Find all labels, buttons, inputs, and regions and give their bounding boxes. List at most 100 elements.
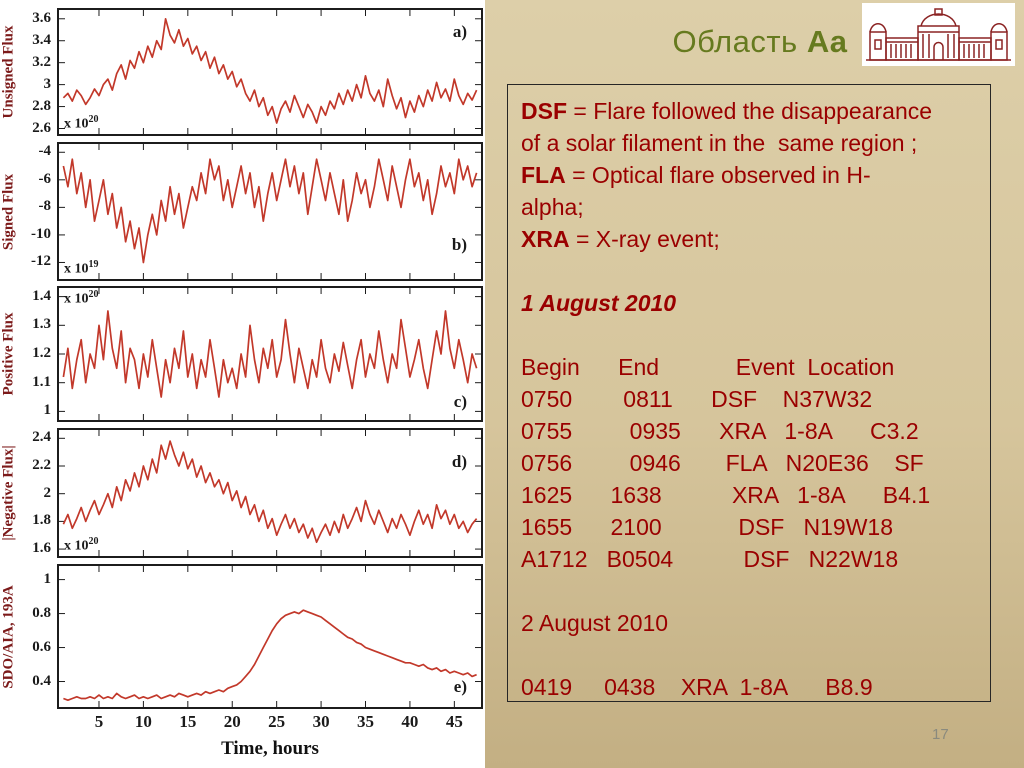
y-axis-ticks: -4 -6 -8 -10 -12 (14, 142, 54, 281)
x-tick-label: 30 (312, 712, 330, 731)
chart-panel-negative-flux: |Negative Flux| 2.4 2.2 2 1.8 1.6 x 1020 d) (0, 428, 485, 558)
line-chart-svg (59, 566, 481, 707)
y-tick-label: 3 (43, 75, 52, 92)
chart-panel-unsigned-flux: Unsigned Flux 3.6 3.4 3.2 3 2.8 2.6 x 1020 a) (0, 8, 485, 136)
observatory-building-drawing (866, 8, 1011, 61)
event-row: 1625 1638 XRA 1-8A B4.1 (521, 482, 931, 508)
multiplier-base: x 10 (64, 117, 89, 132)
multiplier-exponent: 20 (88, 536, 99, 548)
section-heading-2-august: 2 August 2010 (521, 610, 669, 636)
x-tick-label: 10 (134, 712, 152, 731)
event-row: 0755 0935 XRA 1-8A C3.2 (521, 418, 919, 444)
y-tick-label: 1 (43, 570, 52, 587)
y-tick-label: 0.4 (32, 672, 51, 689)
y-axis-ticks: 1 0.8 0.6 0.4 (14, 564, 54, 709)
definition-text: = Optical flare observed in H- (565, 162, 871, 188)
multiplier-base: x 10 (64, 262, 89, 277)
x-tick-label: 20 (223, 712, 241, 731)
definition-text: alpha; (521, 194, 584, 220)
chart-panel-signed-flux: Signed Flux -4 -6 -8 -10 -12 x 1019 b) (0, 142, 485, 281)
data-series-line (62, 17, 478, 124)
y-tick-label: 1.3 (32, 316, 51, 333)
axis-multiplier: x 1020 (64, 289, 99, 308)
slide-title-prefix: Область (672, 24, 807, 59)
plots-panel: Unsigned Flux 3.6 3.4 3.2 3 2.8 2.6 x 1020 a)… (0, 0, 485, 768)
y-tick-label: 3.4 (32, 31, 51, 48)
data-series-line (62, 310, 478, 398)
x-tick-label: 5 (94, 712, 104, 731)
line-chart-svg (59, 10, 481, 134)
x-tick-label: 45 (445, 712, 463, 731)
multiplier-exponent: 20 (88, 114, 99, 126)
y-tick-label: 1.8 (32, 512, 51, 529)
event-row: A1712 B0504 DSF N22W18 (521, 546, 899, 572)
page-number: 17 (932, 726, 949, 743)
plot-area: x 1019 b) (57, 142, 483, 281)
axis-multiplier: x 1020 (64, 114, 99, 133)
y-tick-label: 0.8 (32, 604, 51, 621)
axis-multiplier: x 1019 (64, 259, 99, 278)
y-tick-label: 2.2 (32, 457, 51, 473)
event-info-box: DSF = Flare followed the disappearance o… (507, 84, 991, 702)
axis-multiplier: x 1020 (64, 536, 99, 555)
y-tick-label: 1.1 (32, 373, 51, 390)
slide-title-region: Aa (806, 24, 848, 59)
y-tick-label: 2.4 (32, 429, 51, 446)
observatory-building-icon (862, 3, 1015, 66)
data-series-line (62, 440, 478, 544)
definition-term: XRA (521, 226, 570, 252)
panel-letter: d) (451, 452, 467, 471)
x-tick-label: 15 (179, 712, 197, 731)
event-row: 0750 0811 DSF N37W32 (521, 386, 873, 412)
section-heading-1-august: 1 August 2010 (521, 290, 677, 316)
y-tick-label: 2.8 (32, 97, 51, 114)
panel-letter: a) (452, 22, 467, 41)
multiplier-base: x 10 (64, 291, 89, 307)
x-tick-label: 40 (401, 712, 419, 731)
panel-letter: e) (453, 677, 467, 696)
y-tick-label: 1 (43, 402, 52, 419)
y-tick-label: 1.6 (32, 540, 51, 557)
multiplier-base: x 10 (64, 539, 89, 554)
event-table-header: Begin End Event Location (521, 354, 895, 380)
multiplier-exponent: 19 (88, 259, 99, 271)
line-chart-svg (59, 430, 481, 556)
y-axis-ticks: 2.4 2.2 2 1.8 1.6 (14, 428, 54, 558)
definition-text: = X-ray event; (569, 226, 720, 252)
y-axis-ticks: 3.6 3.4 3.2 3 2.8 2.6 (14, 8, 54, 136)
definition-line: of a solar filament in the same region ; (521, 127, 984, 159)
x-tick-label: 35 (357, 712, 374, 731)
y-tick-label: 3.6 (32, 9, 51, 26)
y-tick-label: 1.2 (32, 345, 51, 361)
y-tick-label: 1.4 (32, 287, 51, 304)
data-series-line (62, 158, 478, 264)
y-tick-label: -12 (31, 253, 51, 270)
y-tick-label: -4 (38, 143, 52, 160)
definition-text: of a solar filament in the same region ; (521, 130, 918, 156)
definition-line: alpha; (521, 191, 984, 223)
panel-letter: b) (451, 235, 467, 254)
line-chart-svg (59, 144, 481, 279)
data-series-line (63, 609, 477, 702)
plot-area: x 1020 d) (57, 428, 483, 558)
x-tick-label: 25 (268, 712, 286, 731)
x-axis-ticks: 5 10 15 20 25 30 35 40 45 (59, 712, 481, 736)
y-tick-label: 3.2 (32, 53, 51, 70)
y-tick-label: -10 (31, 225, 51, 242)
x-axis-label: Time, hours (221, 738, 319, 759)
event-row: 0756 0946 FLA N20E36 SF (521, 450, 924, 476)
plot-area: x 1020 a) (57, 8, 483, 136)
plot-area: e) (57, 564, 483, 709)
plot-area: x 1020 c) (57, 286, 483, 422)
y-tick-label: 2.6 (32, 119, 51, 136)
y-tick-label: -8 (38, 198, 52, 215)
line-chart-svg (59, 288, 481, 420)
chart-panel-sdo-aia: SDO/AIA, 193A 1 0.8 0.6 0.4 e) (0, 564, 485, 709)
y-tick-label: 0.6 (32, 638, 51, 655)
y-tick-label: -6 (38, 170, 52, 187)
definition-line: FLA = Optical flare observed in H- (521, 159, 984, 191)
definition-line: XRA = X-ray event; (521, 223, 984, 255)
y-axis-ticks: 1.4 1.3 1.2 1.1 1 (14, 286, 54, 422)
y-tick-label: 2 (43, 484, 52, 501)
definition-term: FLA (521, 162, 566, 188)
